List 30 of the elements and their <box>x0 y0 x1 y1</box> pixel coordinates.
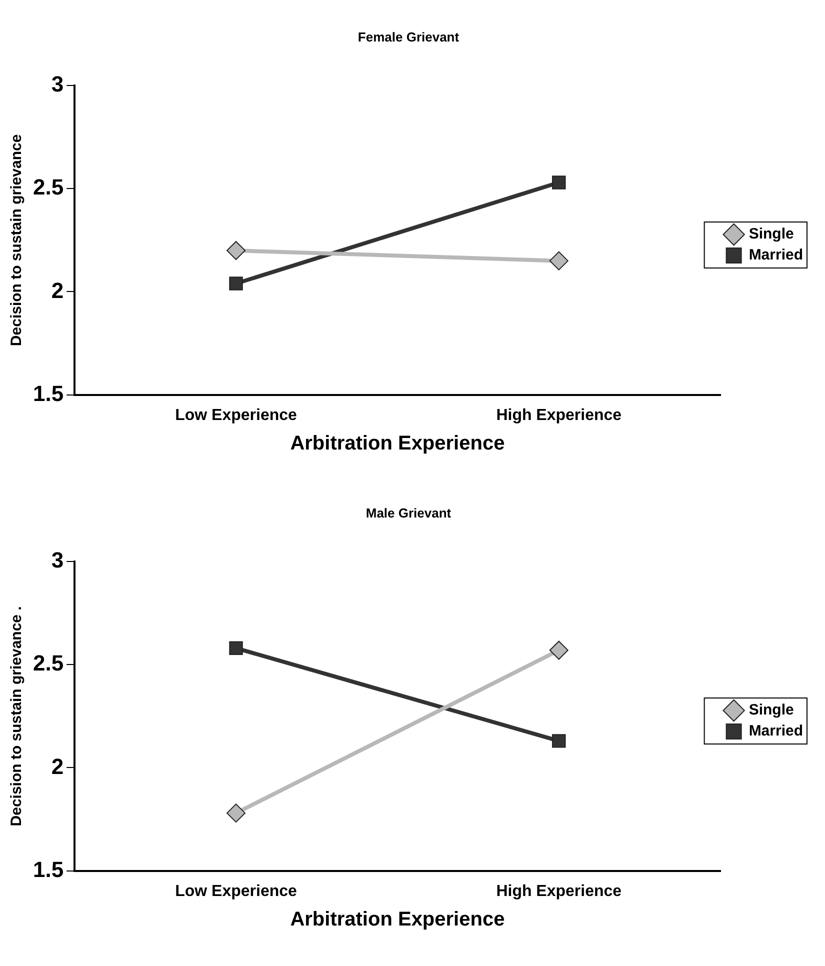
y-tick-label: 2.5 <box>32 650 64 676</box>
point <box>229 641 243 656</box>
y-axis-title: Decision to sustain grievance . <box>8 606 26 826</box>
legend-label: Married <box>748 246 804 264</box>
point <box>549 640 568 660</box>
legend-label: Single <box>748 702 794 719</box>
x-tick-label: High Experience <box>496 406 622 424</box>
y-tick-label: 2.5 <box>32 174 64 200</box>
x-axis-title: Arbitration Experience <box>290 908 505 931</box>
legend-label: Single <box>748 226 794 243</box>
point <box>549 251 568 270</box>
chart-title: Female Grievant <box>358 29 460 44</box>
point <box>552 734 566 748</box>
y-tick-label: 3 <box>51 548 64 573</box>
point <box>226 241 246 260</box>
y-tick-label: 2 <box>51 278 64 303</box>
point <box>226 804 246 823</box>
y-tick-label: 1.5 <box>32 856 64 882</box>
chart-title: Male Grievant <box>366 505 452 520</box>
x-tick-label: Low Experience <box>175 406 298 424</box>
y-tick-label: 3 <box>51 72 64 97</box>
legend-label: Married <box>748 722 804 740</box>
point <box>229 276 243 290</box>
y-tick-label: 1.5 <box>32 380 64 406</box>
x-tick-label: High Experience <box>496 882 622 900</box>
y-axis-title: Decision to sustain grievance <box>8 134 26 346</box>
x-tick-label: Low Experience <box>175 882 298 900</box>
x-axis-title: Arbitration Experience <box>290 432 505 455</box>
point <box>552 176 566 190</box>
y-tick-label: 2 <box>51 754 64 779</box>
